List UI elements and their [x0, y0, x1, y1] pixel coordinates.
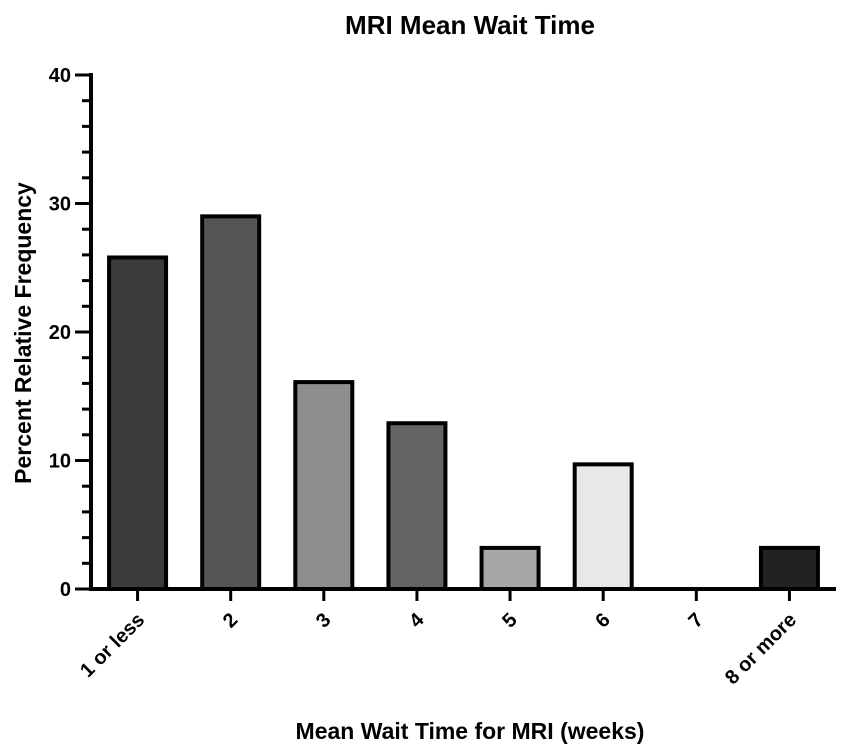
- bar-3: [293, 380, 355, 591]
- x-tick-label: 7: [684, 609, 707, 632]
- x-tick-label: 6: [591, 609, 614, 632]
- bar-1: [107, 255, 169, 591]
- bar-5: [479, 545, 541, 592]
- x-tick-label: 4: [405, 608, 429, 632]
- bar-2: [200, 214, 262, 591]
- y-axis-label: Percent Relative Frequency: [10, 182, 36, 484]
- bars-group: [107, 214, 820, 592]
- bar-4: [386, 421, 448, 591]
- bar-6: [572, 462, 634, 592]
- x-tick-label: 2: [219, 609, 242, 632]
- y-tick-label: 20: [49, 322, 71, 344]
- bar-8: [758, 545, 820, 592]
- y-tick-label: 30: [49, 194, 71, 216]
- y-tick-label: 0: [60, 579, 71, 601]
- y-tick-label: 40: [49, 65, 71, 87]
- x-axis-label: Mean Wait Time for MRI (weeks): [296, 718, 645, 744]
- x-tick-label: 1 or less: [76, 609, 149, 682]
- x-tick-label: 8 or more: [721, 609, 801, 689]
- x-tick-label: 3: [312, 609, 335, 632]
- chart-title: MRI Mean Wait Time: [345, 10, 595, 40]
- y-tick-label: 10: [49, 451, 71, 473]
- x-tick-label: 5: [498, 609, 521, 632]
